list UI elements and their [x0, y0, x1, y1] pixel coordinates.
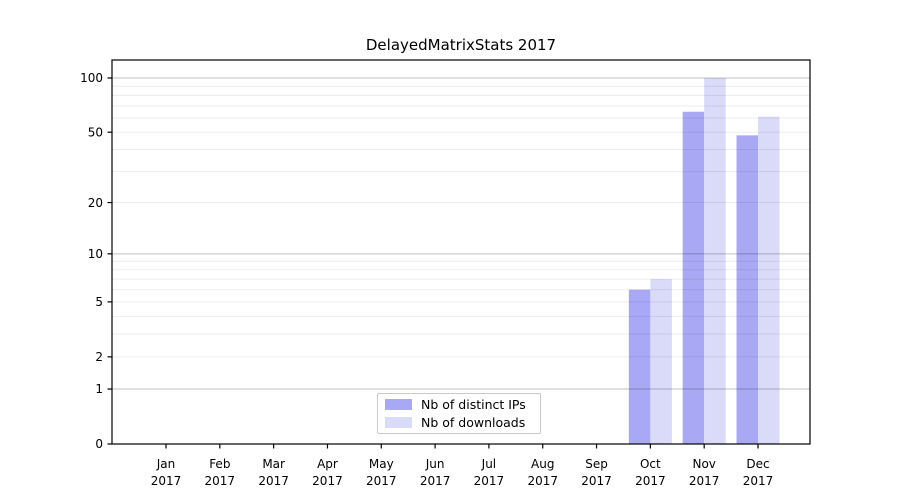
bar-nov-distinct-ips — [682, 111, 705, 444]
x-tick-label-month-jan: Jan — [156, 457, 176, 471]
y-tick-label-10: 10 — [88, 247, 103, 261]
legend-item-distinct-ips: Nb of distinct IPs — [385, 397, 540, 412]
x-tick-label-year-mar: 2017 — [258, 474, 289, 488]
y-axis: 0 1 2 5 10 20 50 100 — [80, 71, 112, 451]
bar-dec-downloads — [758, 116, 780, 444]
y-tick-label-50: 50 — [88, 125, 103, 139]
bar-oct-downloads — [650, 279, 672, 444]
x-tick-label-month-jun: Jun — [425, 457, 445, 471]
legend-label-downloads: Nb of downloads — [421, 415, 526, 430]
x-tick-label-year-nov: 2017 — [689, 474, 720, 488]
x-tick-label-year-oct: 2017 — [635, 474, 666, 488]
y-tick-label-20: 20 — [88, 196, 103, 210]
bar-dec-distinct-ips — [736, 135, 758, 444]
x-tick-label-year-jan: 2017 — [151, 474, 182, 488]
x-tick-label-month-jul: Jul — [481, 457, 496, 471]
legend: Nb of distinct IPs Nb of downloads — [377, 393, 541, 434]
x-tick-label-year-jun: 2017 — [420, 474, 451, 488]
gridlines-major — [112, 77, 810, 390]
x-tick-label-year-jul: 2017 — [474, 474, 505, 488]
x-axis: Jan 2017 Feb 2017 Mar 2017 Apr 2017 May 2017 Jun 20… — [151, 444, 774, 488]
plot-frame — [111, 59, 811, 445]
x-tick-label-month-nov: Nov — [692, 457, 715, 471]
bar-oct-distinct-ips — [628, 289, 651, 444]
y-tick-label-0: 0 — [95, 437, 103, 451]
chart-title: DelayedMatrixStats 2017 — [365, 36, 557, 54]
x-tick-label-month-oct: Oct — [640, 457, 661, 471]
x-tick-label-month-apr: Apr — [317, 457, 338, 471]
x-tick-label-year-sep: 2017 — [581, 474, 612, 488]
gridlines-minor — [112, 85, 810, 358]
y-tick-label-100: 100 — [80, 71, 103, 85]
x-tick-label-month-aug: Aug — [531, 457, 554, 471]
y-tick-label-5: 5 — [95, 295, 103, 309]
legend-swatch-downloads — [385, 417, 412, 428]
bar-nov-downloads — [704, 78, 726, 444]
x-tick-label-year-feb: 2017 — [205, 474, 236, 488]
legend-item-downloads: Nb of downloads — [385, 415, 540, 430]
legend-label-ips: Nb of distinct IPs — [421, 397, 526, 412]
x-tick-label-month-mar: Mar — [262, 457, 285, 471]
bars — [628, 78, 780, 444]
x-tick-label-month-may: May — [369, 457, 394, 471]
x-tick-label-year-apr: 2017 — [312, 474, 343, 488]
legend-swatch-ips — [385, 399, 412, 410]
y-tick-label-1: 1 — [95, 382, 103, 396]
x-tick-label-month-sep: Sep — [585, 457, 608, 471]
x-tick-label-month-dec: Dec — [746, 457, 769, 471]
y-tick-label-2: 2 — [95, 350, 103, 364]
x-tick-label-month-feb: Feb — [209, 457, 230, 471]
x-tick-label-year-may: 2017 — [366, 474, 397, 488]
x-tick-label-year-aug: 2017 — [527, 474, 558, 488]
x-tick-label-year-dec: 2017 — [743, 474, 774, 488]
